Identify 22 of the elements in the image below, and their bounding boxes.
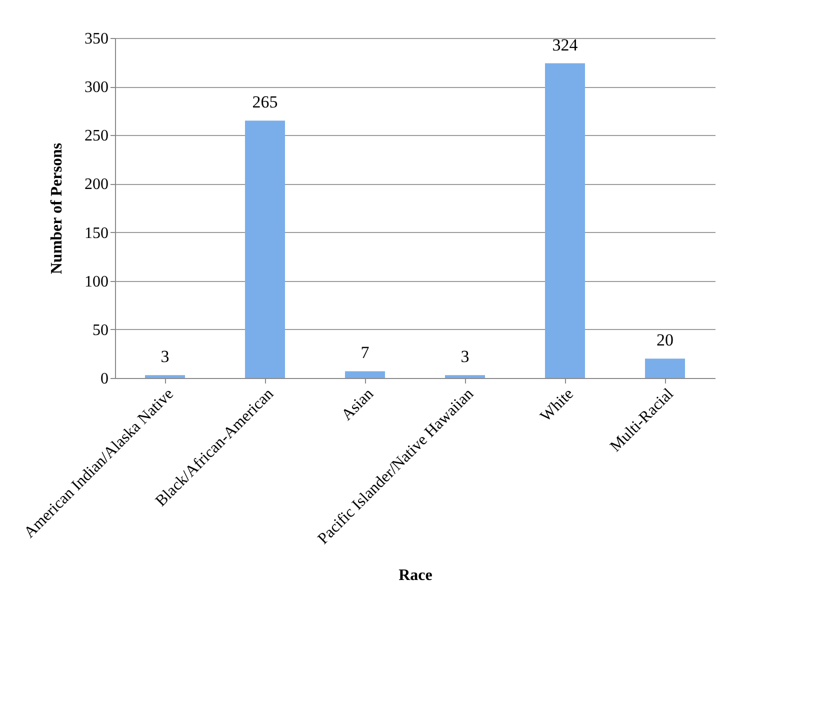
y-tick-label: 100 — [84, 273, 108, 290]
data-label: 20 — [656, 330, 674, 350]
bar — [645, 358, 685, 378]
y-axis-title: Number of Persons — [48, 142, 66, 274]
bar — [245, 120, 285, 378]
data-label: 265 — [252, 92, 278, 112]
y-tick-label: 200 — [84, 176, 108, 194]
y-tick-label: 300 — [84, 79, 108, 96]
data-label: 3 — [460, 347, 470, 366]
bar — [145, 375, 185, 378]
y-tick-label: 150 — [84, 224, 108, 242]
x-axis-title: Race — [398, 566, 432, 584]
y-tick-label: 350 — [84, 30, 108, 48]
bar — [345, 371, 385, 378]
data-label: 7 — [360, 343, 370, 362]
y-tick-label: 0 — [100, 370, 108, 388]
data-label: 324 — [552, 35, 578, 54]
y-tick-label: 50 — [92, 322, 108, 339]
data-label: 3 — [160, 347, 170, 366]
y-tick-label: 250 — [84, 128, 108, 145]
bar — [545, 63, 585, 378]
bar — [445, 375, 485, 378]
